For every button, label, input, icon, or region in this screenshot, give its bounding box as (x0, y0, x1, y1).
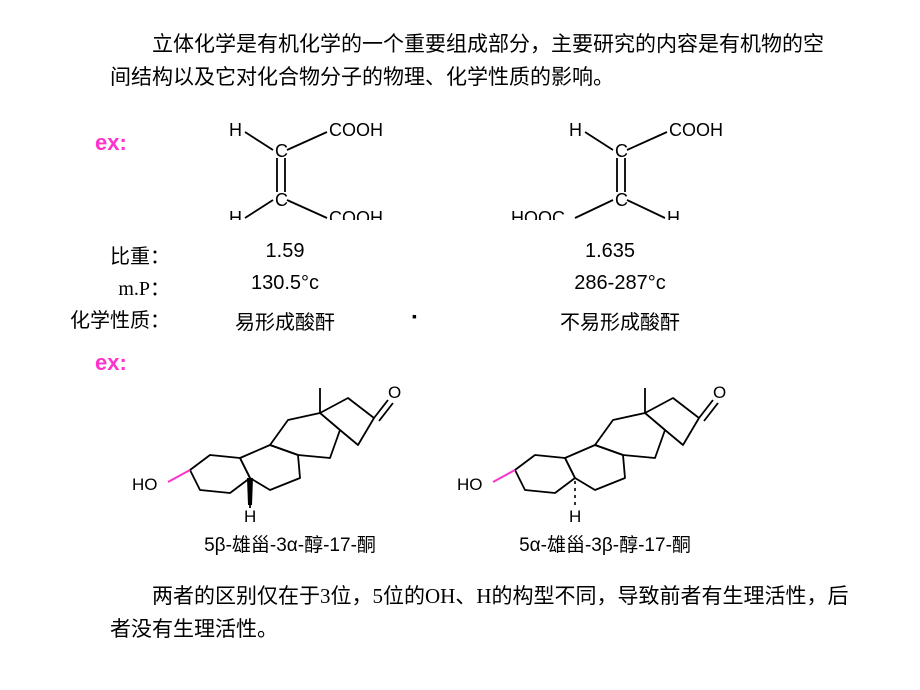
atom-o: O (388, 383, 401, 402)
atom-ho: HO (457, 475, 483, 494)
atom-cooh: COOH (329, 120, 383, 140)
label-chem: 化学性质： (50, 304, 170, 333)
atom-o: O (713, 383, 726, 402)
ex-label-1: ex: (95, 130, 127, 156)
atom-h: H (229, 120, 242, 140)
intro-text: 立体化学是有机化学的一个重要组成部分，主要研究的内容是有机物的空间结构以及它对化… (110, 28, 840, 93)
name-5beta: 5β-雄甾-3α-醇-17-酮 (175, 530, 405, 557)
atom-c: C (615, 141, 628, 161)
name-5alpha: 5α-雄甾-3β-醇-17-酮 (490, 530, 720, 557)
center-dot: ▪ (412, 310, 417, 326)
structure-trans: H C COOH HOOC C H (505, 110, 725, 220)
atom-ho: HO (132, 475, 158, 494)
atom-hooc: HOOC (511, 208, 565, 220)
val-chem-left: 易形成酸酐 (210, 306, 360, 335)
label-density: 比重： (50, 240, 170, 269)
label-mp: m.P： (50, 272, 170, 301)
atom-cooh: COOH (329, 208, 383, 220)
atom-h: H (229, 208, 242, 220)
atom-h: H (569, 507, 581, 525)
structure-5alpha: HO H O (455, 350, 745, 525)
atom-c: C (615, 190, 628, 210)
atom-c: C (275, 190, 288, 210)
atom-h: H (569, 120, 582, 140)
atom-h: H (667, 208, 680, 220)
structure-cis: H C COOH H C COOH (195, 110, 395, 220)
structure-5beta: HO H O (130, 350, 420, 525)
val-chem-right: 不易形成酸酐 (540, 306, 700, 335)
ex-label-2: ex: (95, 350, 127, 376)
atom-c: C (275, 141, 288, 161)
val-density-left: 1.59 (225, 240, 345, 263)
val-density-right: 1.635 (540, 240, 680, 263)
atom-cooh: COOH (669, 120, 723, 140)
val-mp-left: 130.5°c (225, 272, 345, 295)
val-mp-right: 286-287°c (540, 272, 700, 295)
atom-h: H (244, 507, 256, 525)
conclusion-text: 两者的区别仅在于3位，5位的OH、H的构型不同，导致前者有生理活性，后者没有生理… (110, 580, 850, 645)
